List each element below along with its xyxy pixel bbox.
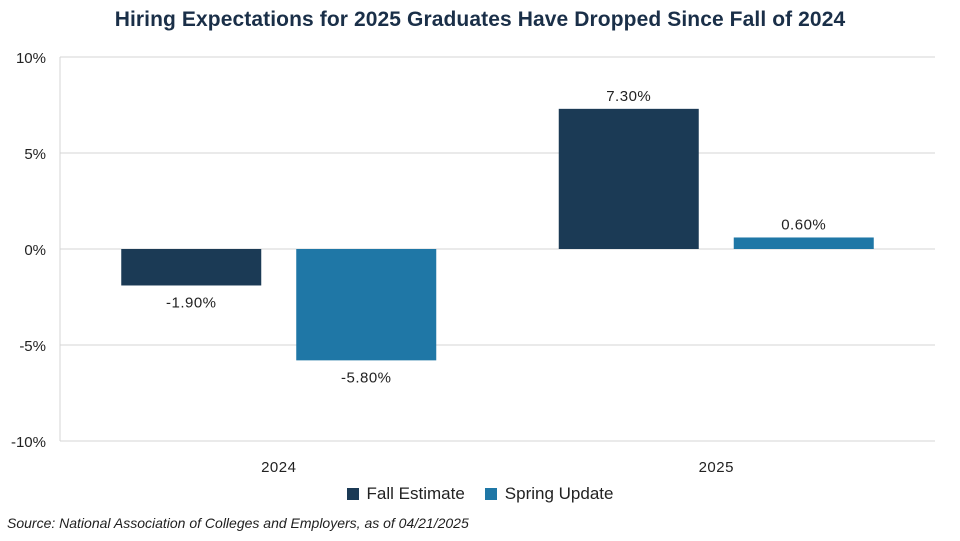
y-tick-label: 0% bbox=[24, 242, 46, 259]
source-note: Source: National Association of Colleges… bbox=[7, 515, 469, 531]
chart-title: Hiring Expectations for 2025 Graduates H… bbox=[114, 8, 846, 31]
y-tick-label: 10% bbox=[16, 50, 46, 67]
bar-spring-update-2024 bbox=[296, 249, 437, 361]
y-tick-label: 5% bbox=[24, 146, 46, 163]
chart-legend: Fall Estimate Spring Update bbox=[0, 484, 960, 504]
legend-item-fall-estimate: Fall Estimate bbox=[346, 484, 465, 504]
legend-item-spring-update: Spring Update bbox=[484, 484, 614, 504]
data-label-fall-estimate-2025: 7.30% bbox=[606, 88, 651, 105]
legend-swatch-spring-update bbox=[484, 488, 497, 500]
bar-fall-estimate-2025 bbox=[558, 108, 699, 249]
legend-label-spring-update: Spring Update bbox=[504, 484, 614, 503]
data-label-spring-update-2024: -5.80% bbox=[341, 369, 392, 386]
x-tick-label: 2024 bbox=[261, 459, 296, 476]
y-tick-label: -5% bbox=[19, 338, 46, 355]
y-tick-label: -10% bbox=[11, 434, 46, 451]
data-label-fall-estimate-2024: -1.90% bbox=[166, 294, 217, 311]
bar-fall-estimate-2024 bbox=[121, 249, 262, 286]
legend-swatch-fall-estimate bbox=[346, 488, 359, 500]
x-tick-label: 2025 bbox=[699, 459, 734, 476]
legend-label-fall-estimate: Fall Estimate bbox=[366, 484, 465, 503]
data-label-spring-update-2025: 0.60% bbox=[781, 216, 826, 233]
bar-spring-update-2025 bbox=[733, 237, 874, 249]
